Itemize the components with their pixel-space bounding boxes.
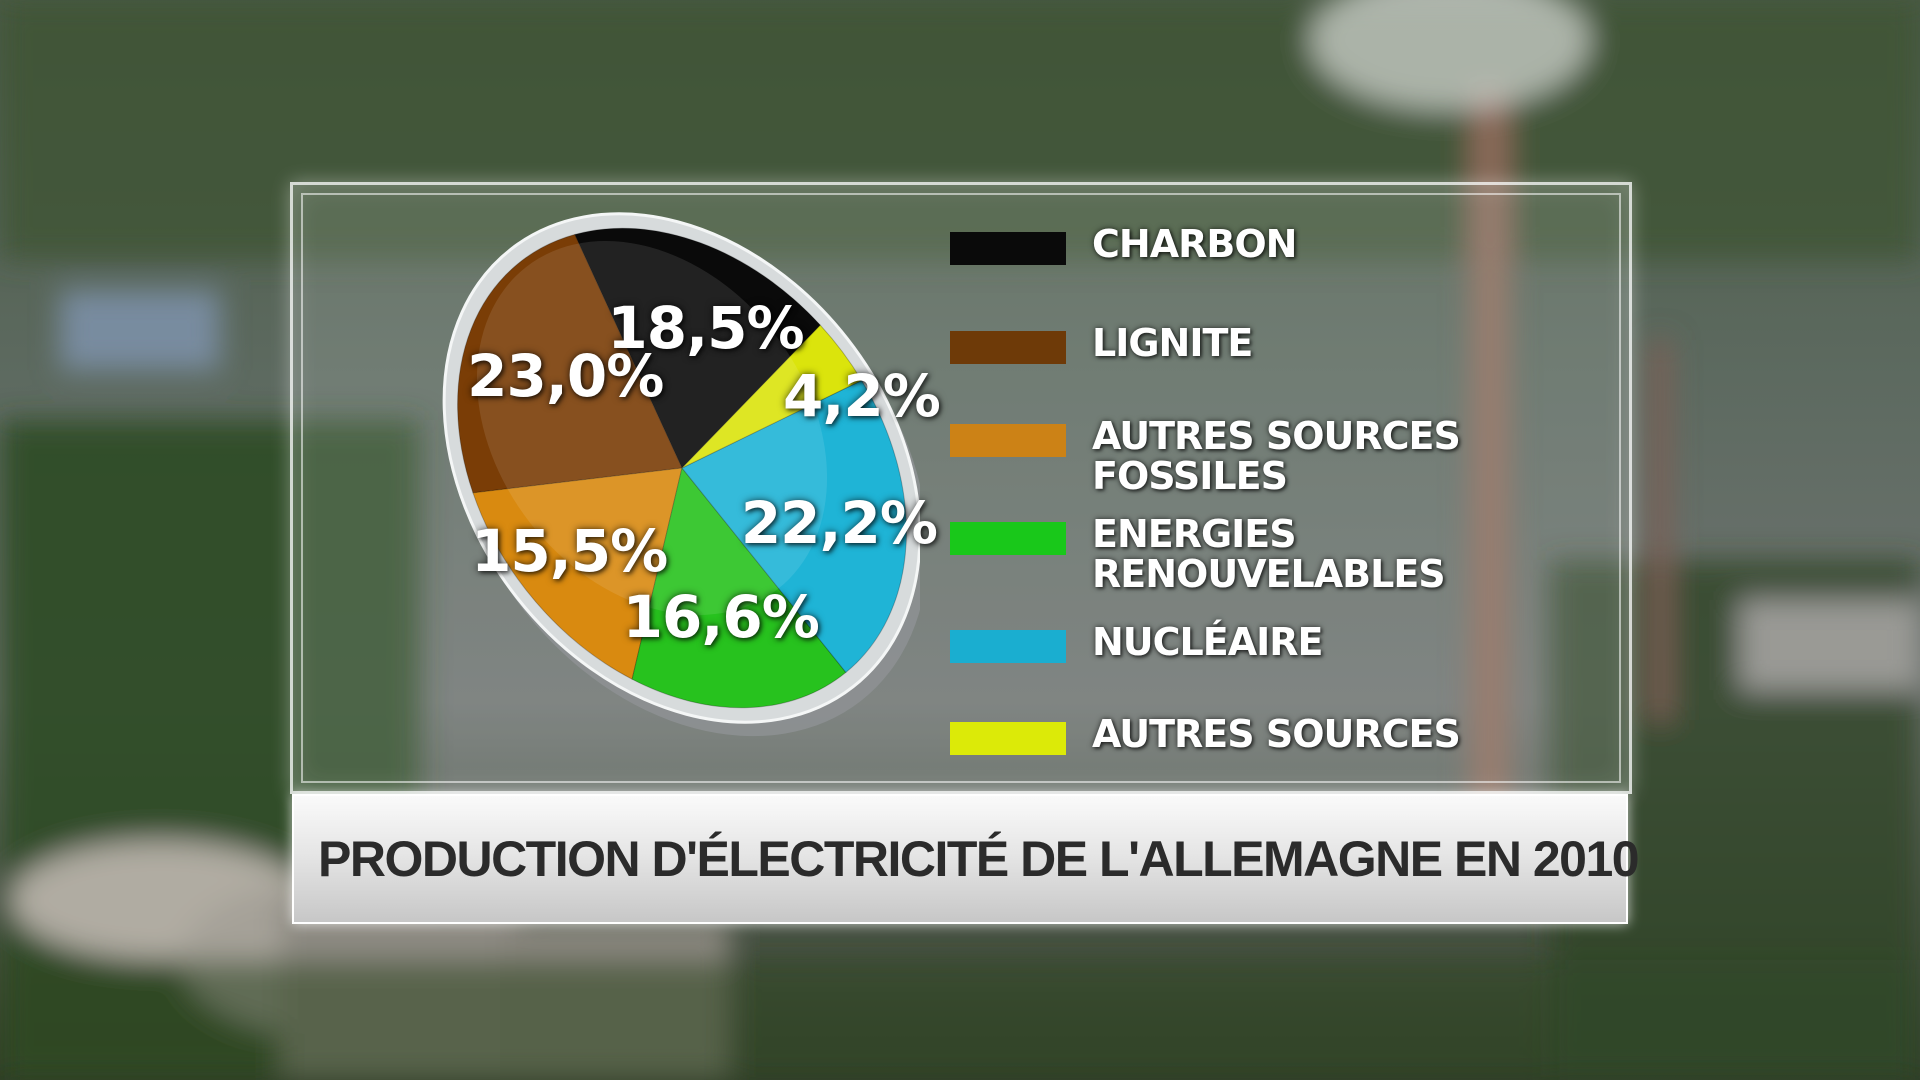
chart-panel-inner-border	[301, 193, 1621, 783]
legend-label: RENOUVELABLES	[1092, 552, 1446, 596]
pie-chart	[442, 212, 920, 737]
legend-swatch	[950, 630, 1066, 663]
legend-swatch	[950, 424, 1066, 457]
legend-label: AUTRES SOURCES	[1092, 414, 1461, 458]
legend-label: AUTRES SOURCES	[1092, 712, 1461, 756]
legend-swatch	[950, 331, 1066, 364]
pie-label-autres-sources-fossiles: 15,5%	[471, 516, 668, 585]
legend-swatch	[950, 522, 1066, 555]
legend-label: ENERGIES	[1092, 512, 1297, 556]
legend-swatch	[950, 232, 1066, 265]
title-bar: PRODUCTION D'ÉLECTRICITÉ DE L'ALLEMAGNE …	[292, 794, 1640, 924]
pie-slice-nucl-aire	[681, 379, 907, 674]
pie-slice-lignite	[457, 233, 683, 494]
legend-label: CHARBON	[1092, 222, 1297, 266]
chart-title: PRODUCTION D'ÉLECTRICITÉ DE L'ALLEMAGNE …	[318, 831, 1640, 887]
pie-label-energies-renouvelables: 16,6%	[622, 582, 820, 651]
pie-gloss	[476, 240, 828, 616]
pie-slice-charbon	[574, 227, 821, 469]
legend-label: LIGNITE	[1092, 321, 1253, 365]
pie-slice-energies-renouvelables	[631, 466, 847, 709]
legend-label: NUCLÉAIRE	[1092, 620, 1323, 664]
pie-slice-autres-sources-fossiles	[472, 467, 683, 680]
pie-label-nucl-aire: 22,2%	[740, 489, 938, 558]
pie-label-autres-sources: 4,2%	[782, 361, 941, 430]
legend-label: FOSSILES	[1092, 454, 1288, 498]
pie-slice-autres-sources	[681, 324, 863, 469]
pie-label-charbon: 18,5%	[607, 294, 804, 363]
legend-swatch	[950, 722, 1066, 755]
pie-label-lignite: 23,0%	[467, 341, 664, 410]
